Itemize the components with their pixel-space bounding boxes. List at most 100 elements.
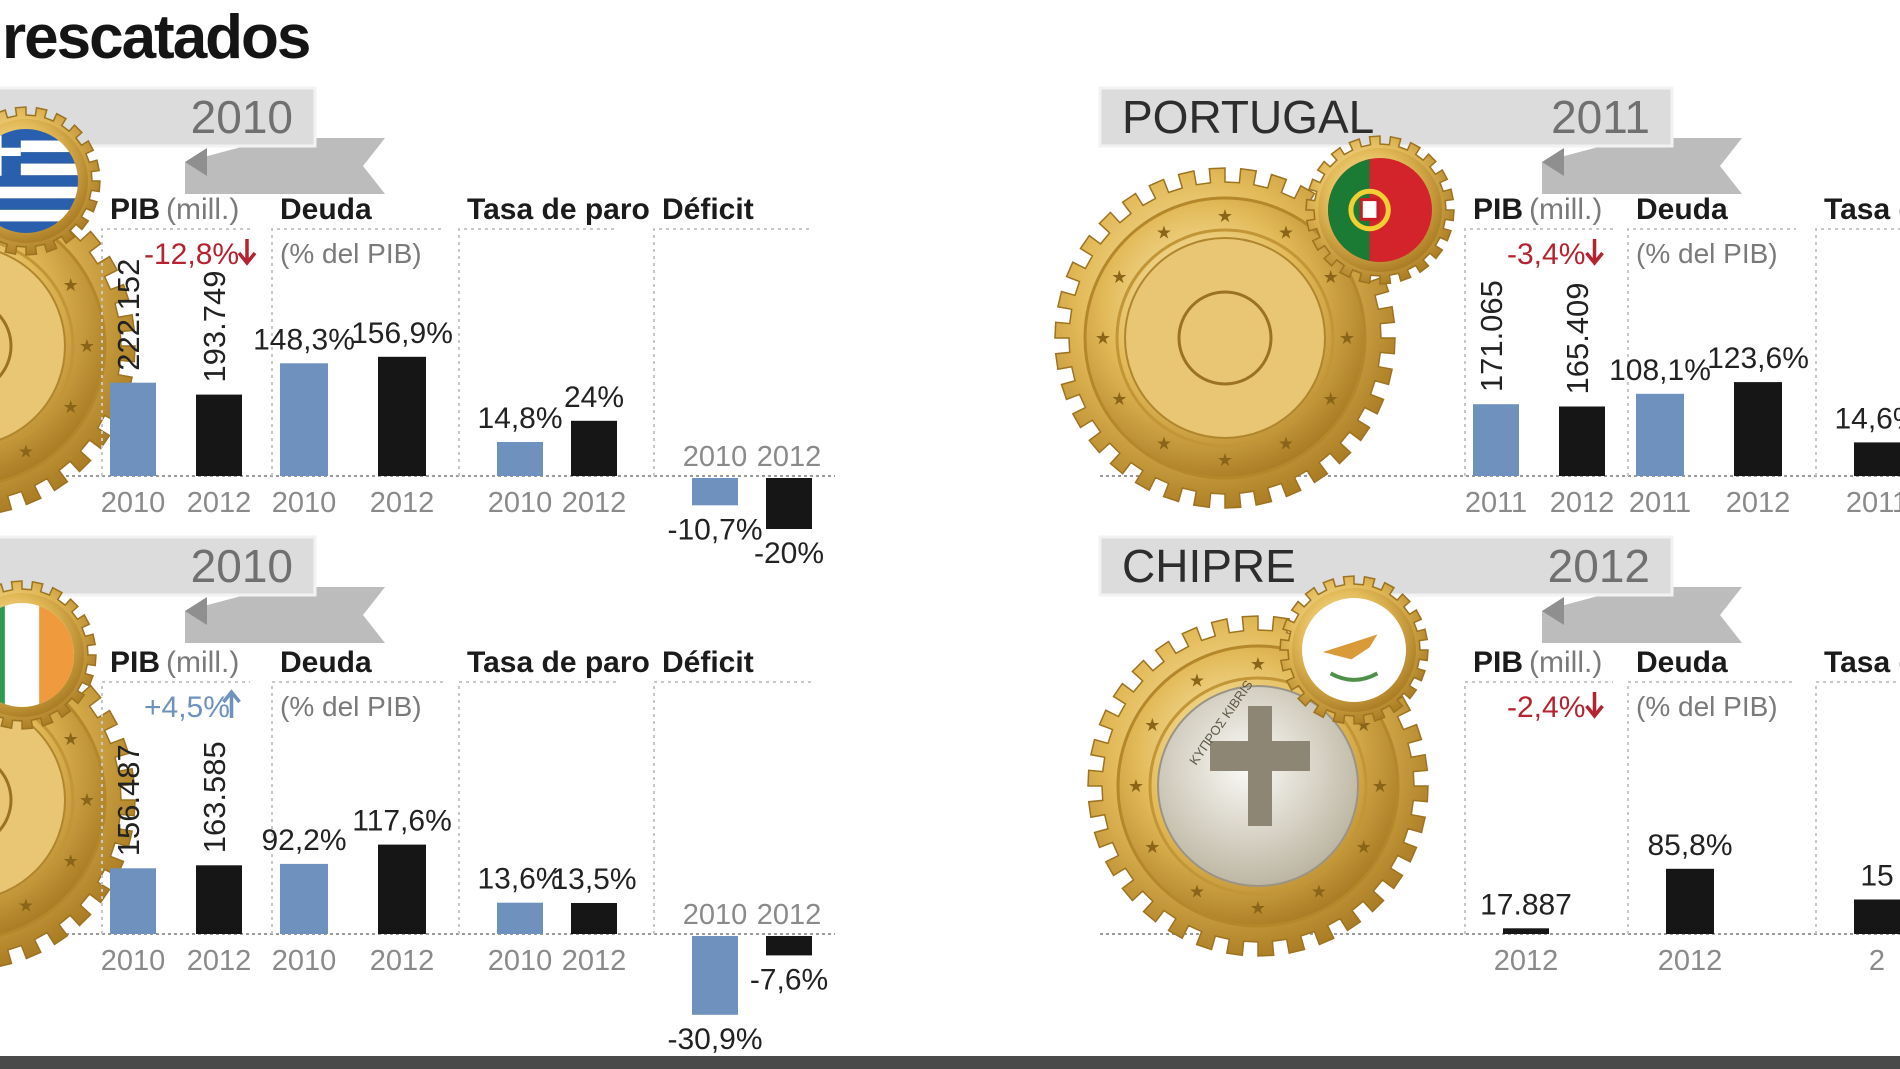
coin-star-icon: ★ [1278, 222, 1294, 242]
indicator-title: Déficit [662, 193, 754, 226]
country-name: CHIPRE [1122, 540, 1296, 592]
coin-center [0, 251, 66, 441]
bar [766, 936, 812, 956]
year-tick-label: 2012 [370, 487, 435, 519]
flag-shield [1359, 198, 1380, 221]
bar-value-label: 117,6% [352, 805, 452, 838]
coin-star-icon: ★ [1144, 837, 1160, 857]
bar-value-label: -7,6% [750, 963, 828, 996]
flag-stripe [0, 152, 78, 164]
indicator-title: Deuda [280, 646, 372, 679]
indicator-title: Deuda [1636, 646, 1728, 679]
flag-olive-branch [1329, 671, 1379, 682]
coin-star-icon: ★ [1323, 389, 1339, 409]
year-tick-label: 2012 [562, 487, 627, 519]
ribbon-tail [185, 587, 385, 643]
coin-inner-ring [0, 242, 75, 450]
gdp-change-label: -3,4% [1507, 238, 1585, 271]
footer-bar [0, 1056, 1900, 1069]
coin-inner-ring [0, 696, 75, 904]
bar-value-label: 14,8% [477, 402, 562, 435]
bar [497, 442, 543, 476]
bar [1734, 382, 1782, 476]
coin-star-icon: ★ [1217, 450, 1233, 470]
indicator-unit: (% del PIB) [1636, 691, 1778, 722]
indicator-title: Déficit [662, 646, 754, 679]
coin-star-icon: ★ [79, 336, 95, 356]
coin-star-icon: ★ [63, 275, 79, 295]
flag-stripe [0, 209, 78, 222]
year-tick-label: 2010 [683, 899, 748, 931]
coin-star-icon: ★ [1339, 328, 1355, 348]
bar-value-label: 148,3% [253, 323, 355, 356]
coin-star-icon: ★ [18, 442, 34, 462]
indicator-divider [101, 228, 250, 476]
indicator-deuda: Deuda (% del PIB) 108,1% 2011 123,6% 2012 [1609, 193, 1809, 519]
coin-star-icon: ★ [1217, 206, 1233, 226]
indicator-unit: (mill.) [1529, 646, 1602, 679]
indicator-divider [1815, 228, 1900, 476]
coin-emblem [1177, 290, 1273, 386]
indicator-title: Tasa d [1824, 646, 1900, 679]
indicator-divider [458, 681, 617, 934]
bar-value-label: -30,9% [667, 1023, 762, 1056]
rescue-year: 2010 [191, 91, 293, 143]
indicator-d-ficit: Déficit -10,7% 2010 -20% 2012 [653, 193, 824, 570]
bar [280, 363, 328, 476]
arrow-down-icon [237, 239, 257, 266]
bar [1666, 868, 1714, 934]
indicator-divider [1464, 681, 1613, 934]
indicator-unit: (% del PIB) [1636, 238, 1778, 269]
bar [378, 356, 426, 476]
bar-value-label: 222.152 [111, 259, 146, 371]
coin-star-icon: ★ [1128, 776, 1144, 796]
year-tick-label: 2012 [370, 945, 435, 977]
year-tick-label: 2012 [1494, 945, 1559, 977]
bar [1854, 899, 1900, 934]
year-tick-label: 2010 [488, 487, 553, 519]
indicator-divider [271, 681, 445, 934]
ribbon-fold [185, 148, 207, 176]
year-tick-label: 2012 [1658, 945, 1723, 977]
year-tick-label: 2012 [187, 945, 252, 977]
coin-emblem [0, 767, 13, 833]
bar-value-label: -20% [754, 537, 824, 570]
bar-value-label: 156.487 [111, 744, 146, 856]
indicator-unit: (mill.) [1529, 193, 1602, 226]
bar-value-label: 171.065 [1474, 280, 1509, 392]
bar [1636, 393, 1684, 476]
coin-star-icon: ★ [1323, 267, 1339, 287]
flag-stripe [0, 186, 78, 199]
cyprus-flag [1302, 598, 1406, 702]
indicator-unit: (% del PIB) [280, 238, 422, 269]
indicator-unit: (mill.) [166, 646, 239, 679]
ribbon-tail [1542, 138, 1742, 194]
bar-value-label: 17.887 [1480, 888, 1572, 921]
bar [110, 382, 156, 476]
bar-value-label: 15 [1860, 860, 1893, 893]
year-tick-label: 2 [1869, 945, 1885, 977]
coin-star-icon: ★ [63, 851, 79, 871]
flag-stripe [0, 163, 78, 176]
greece-flag [0, 129, 78, 233]
indicator-title: Tasa de paro [467, 193, 650, 226]
bar [378, 844, 426, 934]
coin-inner-ring [1115, 228, 1335, 448]
indicator-title: PIB (mill.) [1473, 193, 1602, 226]
bar [1473, 404, 1519, 476]
gdp-change-label: +4,5% [144, 691, 230, 724]
portugal-flag [1328, 158, 1432, 262]
indicator-d-ficit: Déficit -30,9% 2010-7,6% 2012 [653, 646, 828, 1056]
indicator-divider [1627, 228, 1796, 476]
ribbon-tail [185, 138, 385, 194]
indicator-pib-mill-: PIB (mill.) 17.887 2012 [1464, 646, 1613, 977]
bar [692, 936, 738, 1015]
bar [1854, 442, 1900, 476]
year-tick-label: 2011 [1629, 487, 1691, 519]
bar-value-label: -10,7% [667, 513, 762, 546]
indicator-divider [271, 228, 445, 476]
panel-header-2: 2010 [0, 535, 385, 643]
coin-star-icon: ★ [1111, 267, 1127, 287]
idol-figure-icon [1210, 706, 1310, 826]
